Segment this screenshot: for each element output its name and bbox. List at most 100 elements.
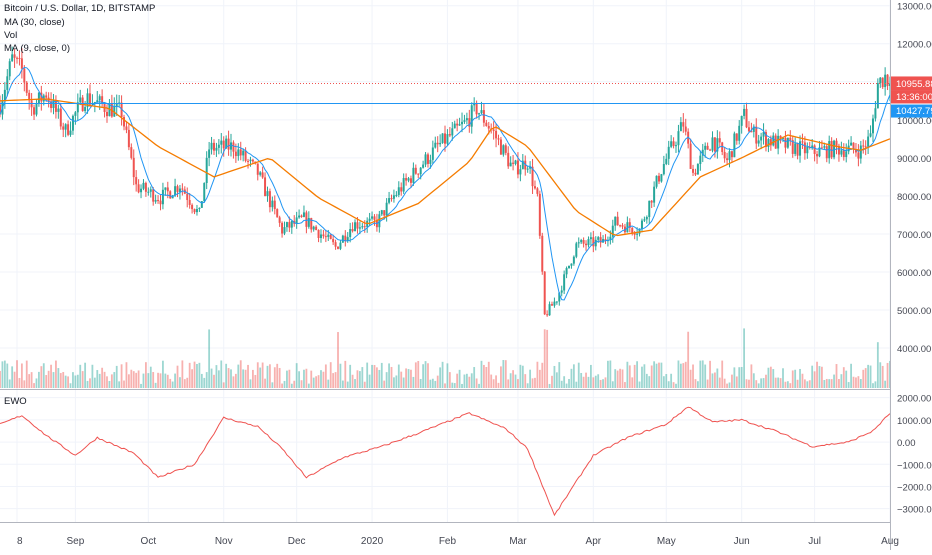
- volume-bar: [417, 360, 420, 388]
- price-tick-label: 13000.00: [897, 2, 932, 13]
- volume-bar: [808, 380, 811, 388]
- volume-bar: [113, 372, 116, 388]
- volume-bar: [658, 362, 660, 388]
- volume-bar: [152, 372, 155, 388]
- volume-bar: [422, 364, 425, 388]
- volume-bar: [458, 369, 461, 388]
- volume-bar: [310, 370, 313, 388]
- ewo-tick-label: 1000.00: [897, 416, 931, 427]
- volume-bar: [791, 370, 794, 388]
- volume-bar: [327, 379, 330, 388]
- candle-body: [526, 168, 529, 170]
- candle-body: [132, 157, 135, 178]
- candle-body: [585, 243, 588, 246]
- volume-bar: [825, 378, 828, 388]
- volume-bar: [47, 370, 50, 388]
- candle-body: [709, 149, 712, 151]
- candle-body: [504, 145, 507, 153]
- time-tick-label: Aug: [881, 536, 899, 547]
- candle-body: [660, 174, 663, 182]
- time-tick-label: Jun: [734, 536, 750, 547]
- candle-body: [546, 314, 549, 316]
- volume-bar: [830, 379, 833, 388]
- volume-bar: [434, 380, 437, 388]
- candle-body: [767, 139, 770, 147]
- volume-bar: [203, 377, 206, 388]
- volume-bar: [597, 374, 600, 388]
- candle-body: [628, 222, 631, 228]
- volume-bar: [670, 373, 673, 388]
- volume-bar: [329, 362, 332, 388]
- candle-body: [871, 118, 874, 134]
- time-tick-label: Mar: [509, 536, 527, 547]
- candle-body: [59, 108, 62, 127]
- candle-body: [764, 132, 767, 147]
- candle-body: [281, 222, 284, 234]
- candle-body: [575, 243, 578, 257]
- volume-bar: [281, 383, 283, 388]
- volume-bar: [20, 363, 23, 388]
- volume-bar: [371, 364, 373, 388]
- volume-bar: [689, 369, 692, 388]
- candle-body: [54, 100, 57, 112]
- volume-bar: [363, 381, 366, 388]
- candle-body: [16, 57, 19, 59]
- volume-bar: [796, 379, 799, 388]
- volume-bar: [604, 377, 607, 388]
- candle-body: [857, 152, 860, 159]
- volume-bar: [84, 362, 87, 388]
- volume-bar: [344, 360, 347, 388]
- volume-bar: [8, 379, 11, 388]
- candle-body: [215, 147, 218, 151]
- volume-bar: [716, 368, 719, 388]
- candle-body: [154, 200, 157, 202]
- volume-bar: [599, 379, 602, 388]
- volume-bar: [193, 361, 196, 388]
- volume-bar: [278, 367, 281, 388]
- volume-bar: [879, 362, 882, 388]
- candle-body: [784, 137, 787, 148]
- candle-body: [341, 235, 344, 243]
- volume-bar: [662, 376, 665, 388]
- volume-bar: [140, 383, 142, 388]
- candle-body: [302, 212, 305, 217]
- volume-bar: [636, 361, 639, 388]
- volume-bar: [536, 361, 539, 388]
- candle-body: [786, 137, 789, 148]
- candle-body: [371, 216, 374, 219]
- volume-bar: [762, 378, 765, 388]
- volume-bar: [823, 379, 826, 388]
- volume-bar: [881, 365, 884, 388]
- candle-body: [743, 108, 746, 116]
- volume-bar: [687, 331, 690, 388]
- volume-bar: [157, 372, 159, 388]
- volume-bar: [3, 360, 6, 388]
- volume-bar: [789, 383, 792, 388]
- volume-bar: [468, 376, 471, 388]
- volume-bar: [478, 383, 480, 388]
- volume-bar: [215, 365, 218, 388]
- volume-bar: [271, 382, 274, 388]
- candle-body: [397, 187, 400, 195]
- candle-body: [772, 135, 775, 146]
- volume-bar: [704, 364, 707, 388]
- candle-body: [453, 123, 456, 129]
- candle-body: [461, 121, 464, 125]
- candle-body: [514, 160, 517, 164]
- candle-body: [368, 218, 371, 221]
- candle-body: [50, 101, 53, 109]
- volume-bar: [512, 370, 514, 388]
- volume-bar: [847, 382, 850, 388]
- volume-bar: [502, 360, 505, 388]
- candle-body: [541, 235, 544, 272]
- candle-body: [667, 146, 670, 159]
- candle-body: [20, 58, 23, 69]
- volume-bar: [580, 372, 583, 388]
- volume-bar: [132, 371, 135, 388]
- volume-bar: [67, 376, 69, 388]
- volume-bar: [354, 379, 356, 388]
- volume-bar: [137, 370, 140, 388]
- volume-bar: [507, 379, 510, 388]
